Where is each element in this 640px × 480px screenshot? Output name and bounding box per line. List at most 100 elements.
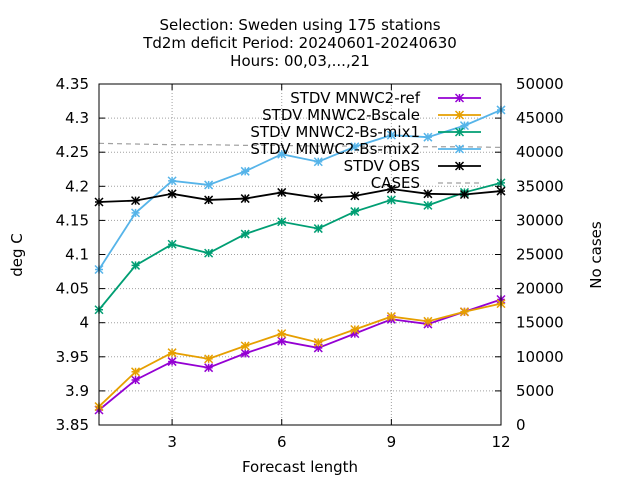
data-point: [131, 375, 141, 385]
data-point: [350, 207, 360, 217]
legend-label: STDV MNWC2-Bs-mix2: [250, 140, 420, 158]
data-point: [240, 229, 250, 239]
series-stdv-mnwc2-bs-mix2: [94, 105, 506, 275]
y2-tick-label: 45000: [516, 109, 564, 127]
data-point: [131, 367, 141, 377]
data-point: [423, 189, 433, 199]
y-tick-label: 4.2: [65, 177, 89, 195]
legend-entry: STDV MNWC2-Bs-mix2: [250, 140, 481, 158]
legend-label: STDV MNWC2-Bs-mix1: [250, 123, 420, 141]
data-point: [313, 337, 323, 348]
data-point: [386, 184, 396, 194]
y-tick-label: 4.1: [65, 246, 89, 264]
data-point: [350, 324, 360, 335]
legend-label: CASES: [371, 174, 420, 192]
y-tick-label: 4.3: [65, 109, 89, 127]
data-point: [277, 329, 287, 339]
y2-tick-label: 40000: [516, 143, 564, 161]
series-line: [98, 182, 502, 311]
legend-label: STDV MNWC2-ref: [290, 89, 420, 107]
data-point: [204, 354, 214, 364]
data-point: [240, 348, 250, 358]
y-axis-right: 0 5000 10000 15000 20000 25000 30000 35000 40000…: [495, 75, 564, 434]
y2-tick-label: 30000: [516, 211, 564, 229]
data-point: [350, 142, 360, 152]
y2-tick-label: 5000: [516, 382, 554, 400]
data-point: [386, 312, 396, 322]
data-point: [313, 224, 323, 234]
legend-marker: [454, 110, 465, 120]
series-line: [98, 302, 502, 408]
cases-layer: [98, 142, 502, 149]
y-tick-label: 3.95: [56, 348, 89, 366]
y-tick-label: 3.85: [56, 416, 89, 434]
data-point: [204, 180, 214, 190]
y2-tick-label: 50000: [516, 75, 564, 93]
data-point: [423, 316, 433, 326]
legend-entry: CASES: [371, 174, 481, 192]
data-point: [459, 121, 469, 131]
legend-marker: [454, 144, 465, 154]
x-axis: 3 6 9 12: [167, 84, 511, 451]
y-tick-label: 3.9: [65, 382, 89, 400]
y2-tick-label: 0: [516, 416, 526, 434]
data-point: [131, 208, 141, 218]
series-line: [98, 142, 502, 149]
series-line: [98, 188, 502, 203]
series-layer: [94, 105, 506, 415]
legend-label: STDV OBS: [344, 157, 420, 175]
legend-entry: STDV MNWC2-ref: [290, 89, 481, 107]
legend-marker: [454, 93, 465, 103]
legend-marker: [454, 161, 465, 171]
series-stdv-mnwc2-bscale: [94, 299, 506, 412]
legend-marker: [454, 127, 465, 137]
data-point: [386, 130, 396, 140]
data-point: [313, 193, 323, 203]
data-point: [204, 195, 214, 205]
y-axis-left: 3.85 3.9 3.95 4 4.05 4.1 4.15 4.2 4.25 4.3 4.35: [56, 75, 105, 434]
series-stdv-mnwc2-ref: [94, 294, 506, 415]
data-point: [240, 166, 250, 176]
series-stdv-mnwc2-bs-mix1: [94, 178, 506, 315]
data-point: [350, 191, 360, 201]
data-point: [131, 196, 141, 206]
data-point: [423, 132, 433, 142]
y-tick-label: 4.25: [56, 143, 89, 161]
data-point: [386, 195, 396, 205]
data-point: [167, 357, 177, 367]
x-axis-label: Forecast length: [242, 458, 358, 476]
series-line: [98, 298, 502, 411]
chart-title-line-2: Td2m deficit Period: 20240601-20240630: [142, 34, 457, 52]
legend-label: STDV MNWC2-Bscale: [262, 106, 420, 124]
data-point: [277, 217, 287, 227]
y-tick-label: 4.15: [56, 211, 89, 229]
data-point: [240, 194, 250, 204]
y2-tick-label: 25000: [516, 246, 564, 264]
data-point: [277, 187, 287, 197]
data-point: [459, 307, 469, 317]
y2-tick-label: 10000: [516, 348, 564, 366]
x-tick-label: 12: [491, 433, 510, 451]
y-tick-label: 4: [79, 314, 89, 332]
legend-entry: STDV MNWC2-Bs-mix1: [250, 123, 481, 141]
data-point: [167, 176, 177, 186]
legend-entry: STDV OBS: [344, 157, 481, 175]
chart-title-line-3: Hours: 00,03,...,21: [230, 52, 370, 70]
data-point: [204, 248, 214, 258]
series-line: [98, 109, 502, 270]
y2-axis-label: No cases: [587, 221, 605, 289]
x-tick-label: 3: [167, 433, 177, 451]
data-point: [204, 363, 214, 373]
legend-entry: STDV MNWC2-Bscale: [262, 106, 481, 124]
y2-tick-label: 20000: [516, 280, 564, 298]
chart-title-line-1: Selection: Sweden using 175 stations: [159, 16, 440, 34]
y-axis-label: deg C: [8, 233, 26, 277]
data-point: [277, 336, 287, 346]
series-cases: [98, 142, 502, 149]
data-point: [423, 200, 433, 210]
data-point: [131, 260, 141, 270]
x-tick-label: 9: [387, 433, 397, 451]
data-point: [277, 149, 287, 159]
